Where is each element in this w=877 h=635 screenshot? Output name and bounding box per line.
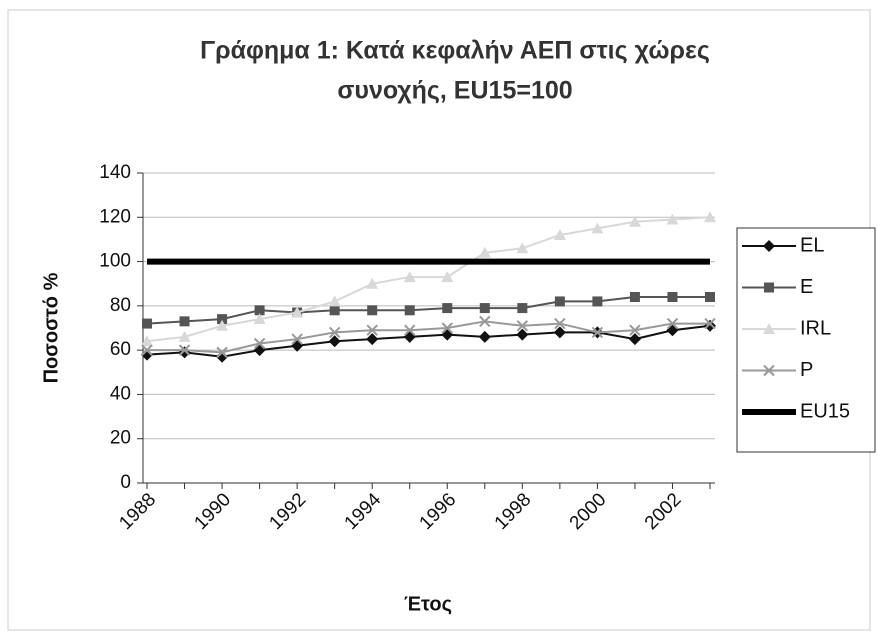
legend-label: IRL xyxy=(800,317,831,339)
marker xyxy=(216,319,229,331)
chart-title: συνοχής, EU15=100 xyxy=(337,77,572,105)
marker xyxy=(629,292,640,302)
marker xyxy=(478,246,491,258)
marker xyxy=(591,222,604,234)
marker xyxy=(366,333,379,346)
marker xyxy=(628,333,641,346)
y-tick-label: 60 xyxy=(110,339,131,360)
marker xyxy=(367,305,378,316)
marker xyxy=(553,326,566,339)
marker xyxy=(441,271,454,283)
marker xyxy=(667,292,678,302)
marker xyxy=(404,324,416,336)
marker xyxy=(142,318,152,329)
y-tick-label: 100 xyxy=(99,251,131,272)
marker xyxy=(178,344,191,356)
legend-label: EU15 xyxy=(800,400,850,422)
marker xyxy=(479,303,490,314)
marker xyxy=(763,240,775,252)
marker xyxy=(764,282,774,293)
marker xyxy=(328,326,341,339)
marker xyxy=(666,213,679,225)
marker xyxy=(554,317,566,330)
marker xyxy=(704,211,716,223)
marker xyxy=(404,305,415,316)
marker xyxy=(763,364,775,377)
marker xyxy=(704,317,716,330)
marker xyxy=(516,242,529,254)
marker xyxy=(366,324,378,336)
marker xyxy=(329,305,340,316)
marker xyxy=(629,324,641,336)
marker xyxy=(179,316,190,327)
series-line xyxy=(147,320,710,354)
marker xyxy=(591,326,604,339)
legend-label: E xyxy=(800,276,813,298)
y-tick-label: 80 xyxy=(110,295,131,316)
marker xyxy=(554,296,565,307)
marker xyxy=(291,333,303,345)
y-tick-label: 0 xyxy=(120,472,131,493)
marker xyxy=(666,317,679,330)
marker xyxy=(403,271,416,283)
y-tick-label: 20 xyxy=(110,428,131,449)
marker xyxy=(441,322,453,334)
marker xyxy=(479,315,491,328)
marker xyxy=(516,328,529,341)
series-line xyxy=(146,216,711,343)
marker xyxy=(216,346,228,359)
x-axis-label: Έτος xyxy=(404,593,452,615)
series-line xyxy=(146,296,710,325)
chart-title: Γράφημα 1: Κατά κεφαλήν ΑΕΠ στις χώρες xyxy=(200,37,710,65)
y-tick-label: 40 xyxy=(110,383,131,404)
marker xyxy=(442,303,453,314)
marker xyxy=(328,335,341,348)
legend-label: EL xyxy=(800,234,824,256)
marker xyxy=(141,348,153,361)
y-axis-label: Ποσοστό % xyxy=(40,272,62,383)
marker xyxy=(553,229,566,240)
marker xyxy=(478,330,491,343)
marker xyxy=(291,306,304,318)
marker xyxy=(628,215,641,227)
marker xyxy=(516,320,529,332)
marker xyxy=(763,323,775,334)
marker xyxy=(328,295,341,307)
y-tick-label: 140 xyxy=(99,162,131,183)
marker xyxy=(592,296,603,307)
legend-label: P xyxy=(800,359,813,381)
marker xyxy=(366,277,379,289)
marker xyxy=(254,305,265,316)
marker xyxy=(216,350,229,363)
y-tick-label: 120 xyxy=(99,206,131,227)
marker xyxy=(253,313,266,325)
marker xyxy=(705,292,715,302)
marker xyxy=(141,344,153,356)
marker xyxy=(141,335,153,347)
marker xyxy=(217,314,228,325)
marker xyxy=(253,337,266,350)
marker xyxy=(178,330,191,342)
series-line xyxy=(146,324,711,358)
marker xyxy=(517,303,528,314)
